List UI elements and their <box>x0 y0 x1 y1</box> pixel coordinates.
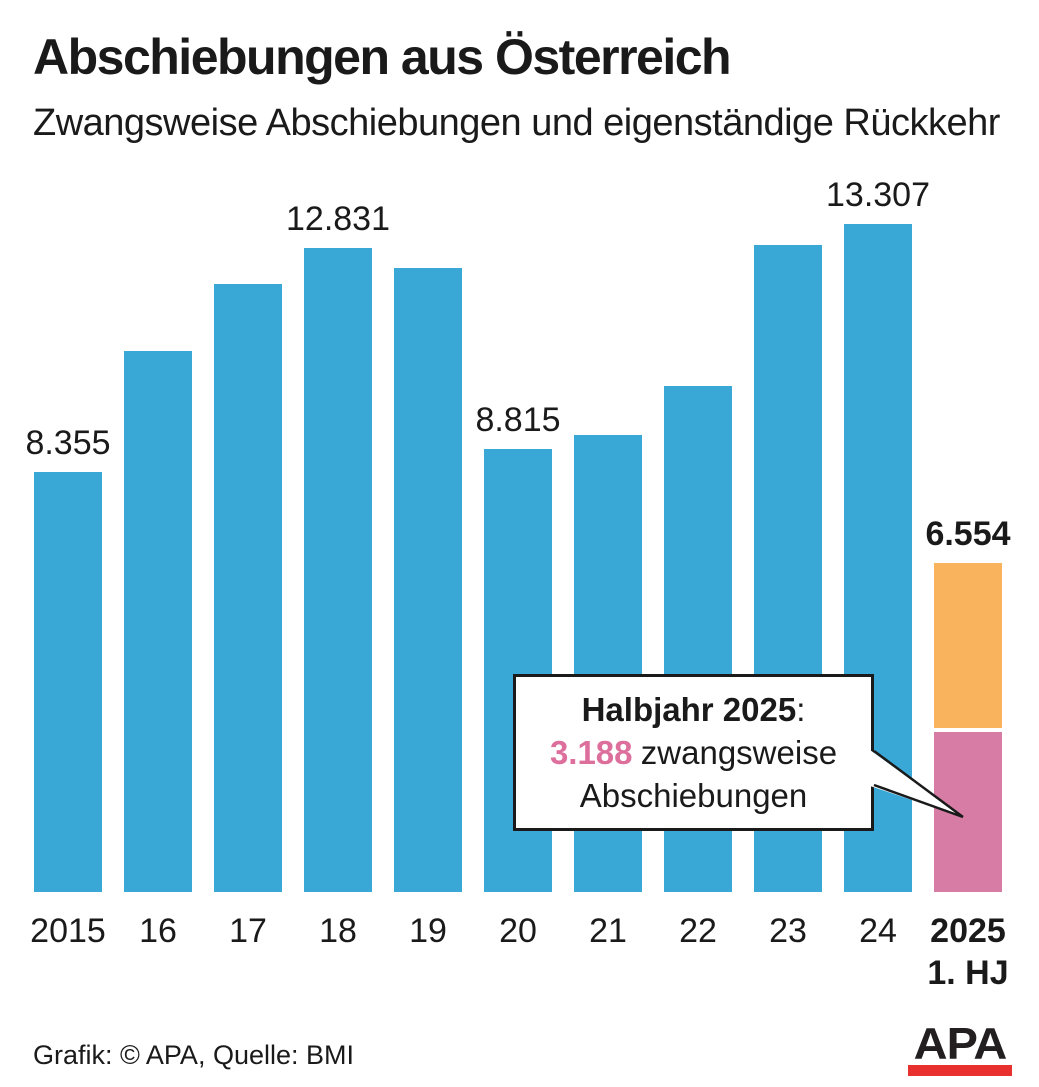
bar-value-label-2018: 12.831 <box>286 200 390 238</box>
x-axis-label-2016: 16 <box>48 910 268 952</box>
x-axis-label-line: 23 <box>769 912 807 950</box>
x-axis-label-line: 22 <box>679 912 717 950</box>
bar-segment-eigenstaendige-rueckkehr <box>934 563 1002 728</box>
callout-line-1: Halbjahr 2025: <box>516 688 871 731</box>
callout-pointer <box>870 749 964 819</box>
x-axis-label-line: 18 <box>319 912 357 950</box>
apa-logo-red-bar <box>908 1065 1012 1076</box>
x-axis-label-line: 21 <box>589 912 627 950</box>
bar-2017 <box>214 284 282 892</box>
bar-2015 <box>34 472 102 892</box>
subtitle: Zwangsweise Abschiebungen und eigenständ… <box>33 102 1000 144</box>
x-axis-label-2021: 21 <box>498 910 718 952</box>
bar-value-label-2025-1-hj: 6.554 <box>925 515 1011 553</box>
apa-logo-text: APA <box>913 1018 1008 1069</box>
bar-2019 <box>394 268 462 892</box>
x-axis-label-2020: 20 <box>408 910 628 952</box>
bar-2025-1-hj <box>934 563 1002 892</box>
callout-box: Halbjahr 2025: 3.188 zwangsweise Abschieb… <box>513 674 874 831</box>
x-axis-label-line: 2025 <box>930 912 1006 950</box>
x-axis-label-2019: 19 <box>318 910 538 952</box>
bar-2018 <box>304 248 372 892</box>
callout-colon: : <box>796 691 806 728</box>
apa-logo: APA <box>908 1018 1012 1076</box>
x-axis-label-line: 20 <box>499 912 537 950</box>
x-axis-label-2022: 22 <box>588 910 808 952</box>
x-axis-label-2018: 18 <box>228 910 448 952</box>
callout-line-2-text: zwangsweise <box>640 734 838 771</box>
x-axis-label-line: 17 <box>229 912 267 950</box>
callout-line-3: Abschiebungen <box>579 777 808 814</box>
bar-value-label-2015: 8.355 <box>25 424 111 462</box>
callout-value: 3.188 <box>549 734 633 771</box>
x-axis-label-2024: 24 <box>768 910 988 952</box>
x-axis-label-line: 24 <box>859 912 897 950</box>
x-axis-label-line: 2015 <box>30 912 106 950</box>
x-axis-label-line: 19 <box>409 912 447 950</box>
x-axis-label-2015: 2015 <box>0 910 178 952</box>
x-axis-label-2023: 23 <box>678 910 898 952</box>
x-axis-label-2025-1-hj: 2025 1. HJ <box>858 910 1039 994</box>
callout-title: Halbjahr 2025 <box>581 691 797 728</box>
page-title: Abschiebungen aus Österreich <box>33 29 732 85</box>
bar-segment-zwangsweise-abschiebungen <box>934 732 1002 892</box>
bar-value-label-2020: 8.815 <box>475 401 561 439</box>
bar-value-label-2024: 13.307 <box>826 176 930 214</box>
x-axis-label-2017: 17 <box>138 910 358 952</box>
x-axis-label-line: 16 <box>139 912 177 950</box>
x-axis-label-line: 1. HJ <box>927 954 1009 992</box>
callout-line-2: 3.188 zwangsweise <box>516 731 871 774</box>
bar-2016 <box>124 351 192 892</box>
credit-line: Grafik: © APA, Quelle: BMI <box>33 1040 354 1070</box>
